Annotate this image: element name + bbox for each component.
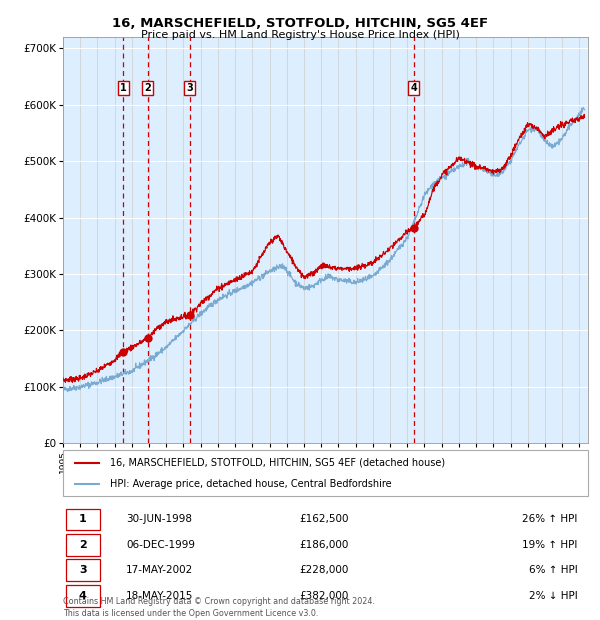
Text: 06-DEC-1999: 06-DEC-1999 [126,539,195,550]
Text: £382,000: £382,000 [299,591,349,601]
Text: 1: 1 [79,515,86,525]
Text: 3: 3 [187,83,193,93]
Text: Price paid vs. HM Land Registry's House Price Index (HPI): Price paid vs. HM Land Registry's House … [140,30,460,40]
Text: 3: 3 [79,565,86,575]
Bar [65,559,100,581]
Text: 1: 1 [119,83,127,93]
Text: £186,000: £186,000 [299,539,349,550]
Text: 6% ↑ HPI: 6% ↑ HPI [529,565,577,575]
Text: 2: 2 [79,539,86,550]
Bar [65,508,100,530]
Text: £228,000: £228,000 [299,565,349,575]
Text: 16, MARSCHEFIELD, STOTFOLD, HITCHIN, SG5 4EF: 16, MARSCHEFIELD, STOTFOLD, HITCHIN, SG5… [112,17,488,30]
Text: 2: 2 [145,83,151,93]
Text: 16, MARSCHEFIELD, STOTFOLD, HITCHIN, SG5 4EF (detached house): 16, MARSCHEFIELD, STOTFOLD, HITCHIN, SG5… [110,458,445,467]
Text: 17-MAY-2002: 17-MAY-2002 [126,565,193,575]
Text: 2% ↓ HPI: 2% ↓ HPI [529,591,577,601]
Bar [65,534,100,556]
Text: 30-JUN-1998: 30-JUN-1998 [126,515,192,525]
Bar [65,585,100,607]
Text: 26% ↑ HPI: 26% ↑ HPI [522,515,577,525]
Text: 4: 4 [79,591,86,601]
Text: £162,500: £162,500 [299,515,349,525]
Text: 4: 4 [410,83,417,93]
Text: 19% ↑ HPI: 19% ↑ HPI [522,539,577,550]
Text: 18-MAY-2015: 18-MAY-2015 [126,591,193,601]
Text: Contains HM Land Registry data © Crown copyright and database right 2024.
This d: Contains HM Land Registry data © Crown c… [63,597,375,618]
Text: HPI: Average price, detached house, Central Bedfordshire: HPI: Average price, detached house, Cent… [110,479,392,489]
